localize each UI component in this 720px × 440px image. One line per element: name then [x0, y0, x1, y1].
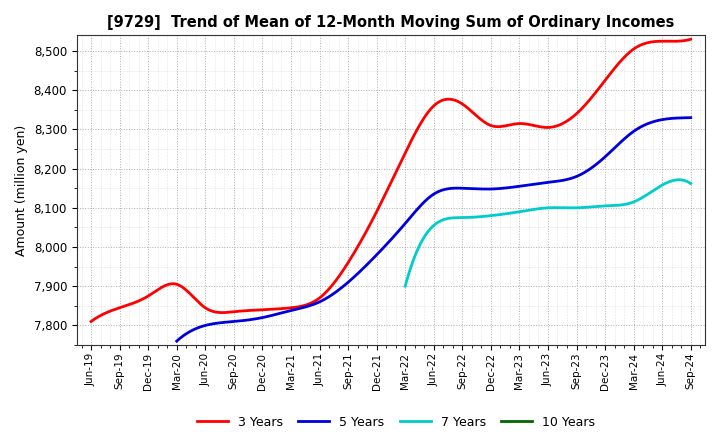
- 3 Years: [444, 96, 452, 102]
- Title: [9729]  Trend of Mean of 12-Month Moving Sum of Ordinary Incomes: [9729] Trend of Mean of 12-Month Moving …: [107, 15, 675, 30]
- 5 Years: [478, 187, 487, 192]
- 7 Years: [401, 284, 410, 289]
- 3 Years: [86, 319, 95, 324]
- 5 Years: [638, 123, 647, 128]
- Line: 3 Years: 3 Years: [91, 39, 690, 322]
- 3 Years: [592, 89, 600, 94]
- 7 Years: [571, 205, 580, 210]
- 7 Years: [675, 177, 683, 183]
- Legend: 3 Years, 5 Years, 7 Years, 10 Years: 3 Years, 5 Years, 7 Years, 10 Years: [192, 411, 600, 434]
- 7 Years: [402, 280, 410, 286]
- 5 Years: [174, 337, 183, 342]
- 7 Years: [642, 193, 650, 198]
- Y-axis label: Amount (million yen): Amount (million yen): [15, 125, 28, 256]
- 7 Years: [686, 181, 695, 186]
- Line: 7 Years: 7 Years: [405, 180, 690, 286]
- 7 Years: [660, 181, 668, 187]
- 7 Years: [575, 205, 584, 210]
- 5 Years: [172, 338, 181, 344]
- 3 Years: [454, 99, 462, 104]
- 5 Years: [606, 150, 614, 155]
- Line: 5 Years: 5 Years: [176, 117, 690, 341]
- 5 Years: [477, 186, 485, 191]
- 3 Years: [89, 317, 97, 323]
- 3 Years: [442, 97, 451, 102]
- 3 Years: [630, 46, 639, 51]
- 5 Years: [487, 187, 495, 192]
- 7 Years: [570, 205, 579, 210]
- 5 Years: [686, 115, 695, 120]
- 3 Years: [686, 37, 695, 42]
